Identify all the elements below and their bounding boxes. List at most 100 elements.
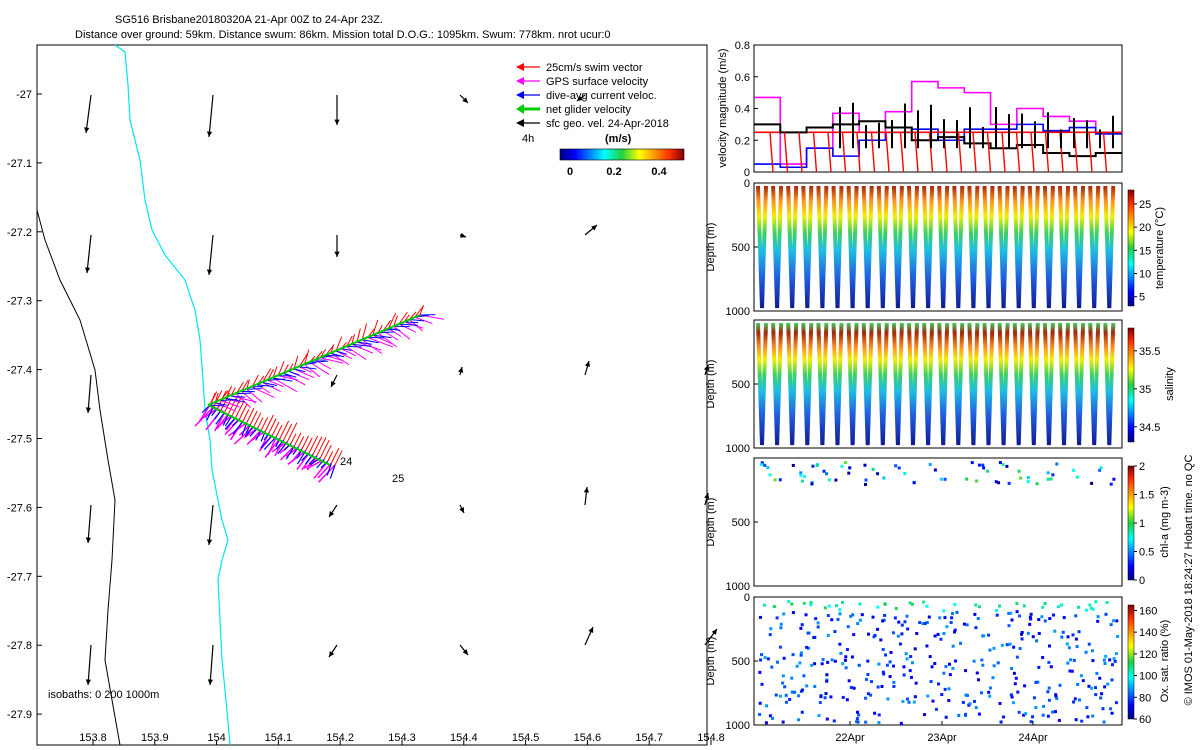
oxygen-point xyxy=(996,661,1000,665)
temperature-y-ticks: 0 500 1000 xyxy=(726,178,758,318)
velocity-swim-spike xyxy=(812,132,818,173)
oxygen-point xyxy=(888,660,892,664)
geo-arrow-head xyxy=(458,367,464,373)
oxygen-point xyxy=(1110,711,1114,715)
temperature-profile xyxy=(997,185,1010,309)
oxygen-point xyxy=(888,675,892,679)
oxygen-colorbar xyxy=(1127,604,1135,720)
oxygen-xtick-label: 22Apr xyxy=(835,732,865,744)
temperature-ytick-label: 500 xyxy=(732,242,750,254)
salinity-profile xyxy=(1103,322,1116,446)
geo-arrow-shaft xyxy=(208,94,214,138)
swim-vector xyxy=(312,436,323,455)
swim-vector xyxy=(275,424,283,437)
oxygen-point xyxy=(1031,715,1035,719)
gps-vector xyxy=(304,364,321,378)
oxygen-point xyxy=(972,699,976,703)
geo-arrow-head xyxy=(331,381,336,387)
geo-arrow-head xyxy=(206,539,213,545)
oxygen-point xyxy=(802,601,806,605)
velocity-series-line xyxy=(754,120,1122,158)
chlorophyll-point xyxy=(778,478,782,482)
oxygen-point xyxy=(758,615,762,619)
velocity-ytick-label: 0 xyxy=(744,167,750,179)
oxygen-point xyxy=(1035,639,1039,643)
oxygen-point xyxy=(1090,686,1094,690)
oxygen-point xyxy=(904,652,908,656)
oxygen-point xyxy=(781,720,785,724)
oxygen-point xyxy=(964,693,968,697)
chlorophyll-point xyxy=(1055,462,1059,466)
map-xtick-label: 154.8 xyxy=(697,732,725,744)
oxygen-point xyxy=(953,630,957,634)
gps-vector xyxy=(194,406,215,427)
oxygen-point xyxy=(945,625,949,629)
oxygen-point xyxy=(954,659,958,663)
map-axes-frame xyxy=(36,44,708,746)
oxygen-cbtick-label: 60 xyxy=(1139,714,1151,726)
oxygen-point xyxy=(950,616,954,620)
geo-arrow-head xyxy=(704,493,710,499)
oxygen-point xyxy=(980,658,984,662)
swim-vector xyxy=(294,432,302,446)
oxygen-point xyxy=(998,701,1002,705)
oxygen-point xyxy=(1115,619,1119,623)
oxygen-point xyxy=(1029,612,1033,616)
gps-vector xyxy=(267,379,284,388)
current-vector xyxy=(409,319,425,322)
oxygen-point xyxy=(975,671,979,675)
oxygen-point xyxy=(910,661,914,665)
oxygen-point xyxy=(1031,635,1035,639)
oxygen-point xyxy=(826,633,830,637)
oxygen-point xyxy=(987,690,991,694)
geo-arrow-shaft xyxy=(85,94,92,134)
oxygen-point xyxy=(1091,714,1095,718)
oxygen-point xyxy=(1026,631,1030,635)
salinity-profile xyxy=(907,322,919,446)
oxygen-point xyxy=(947,662,951,666)
oxygen-point xyxy=(974,603,978,607)
oxygen-point xyxy=(897,620,901,624)
oxygen-point xyxy=(1074,637,1078,641)
current-vector xyxy=(377,331,395,334)
oxygen-point xyxy=(833,630,837,634)
oxygen-point xyxy=(905,657,909,661)
oxygen-point xyxy=(913,695,917,699)
temperature-cbtick-label: 15 xyxy=(1139,245,1151,257)
oxygen-point xyxy=(1007,624,1011,628)
oxygen-point xyxy=(1020,637,1024,641)
map-xtick-label: 154.3 xyxy=(388,732,416,744)
current-vector xyxy=(335,350,347,355)
oxygen-point xyxy=(782,656,786,660)
chlorophyll-cbtick-label: 1 xyxy=(1139,518,1145,530)
velocity-swim-spike xyxy=(1102,132,1108,173)
swim-vector xyxy=(246,407,255,423)
map-ytick-label: -27.9 xyxy=(7,709,32,721)
oxygen-point xyxy=(800,688,804,692)
oxygen-point xyxy=(876,627,880,631)
oxygen-point xyxy=(907,700,911,704)
temperature-colorbar-ticks: 5 10 15 20 25 xyxy=(1134,199,1151,304)
oxygen-point xyxy=(883,602,887,606)
chlorophyll-point xyxy=(882,476,886,480)
salinity-colorbar-label: salinity xyxy=(1164,367,1176,401)
chlorophyll-point xyxy=(977,463,981,467)
legend-geo-arrowhead xyxy=(516,119,524,127)
oxygen-point xyxy=(1020,630,1024,634)
oxygen-point xyxy=(879,638,883,642)
salinity-profile xyxy=(982,322,995,446)
swim-vector xyxy=(308,435,319,453)
velocity-ytick-label: 0.2 xyxy=(735,135,750,147)
chlorophyll-cbtick-label: 1.5 xyxy=(1139,490,1154,502)
oxygen-point xyxy=(905,614,909,618)
oxygen-point xyxy=(1093,686,1097,690)
current-vector xyxy=(351,343,371,347)
oxygen-point xyxy=(775,616,779,620)
oxygen-point xyxy=(805,645,809,649)
salinity-profile xyxy=(1027,322,1040,446)
oxygen-point xyxy=(1022,604,1026,608)
gps-vector xyxy=(393,325,411,340)
oxygen-point xyxy=(1061,630,1065,634)
salinity-profiles xyxy=(756,322,1116,446)
current-vectors xyxy=(201,314,436,479)
